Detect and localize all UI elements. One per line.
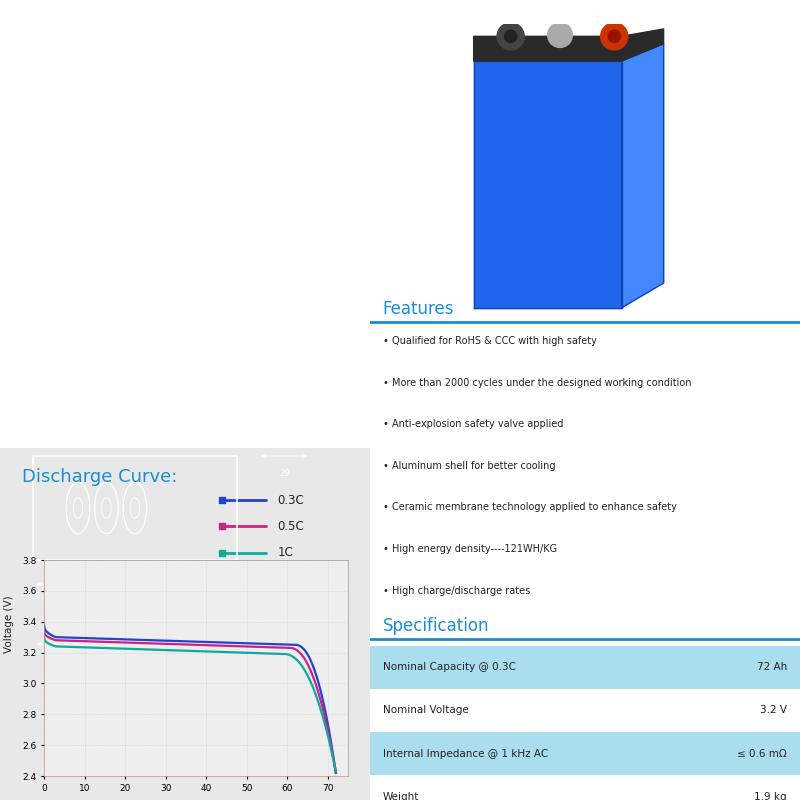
- Text: • Anti-explosion safety valve applied: • Anti-explosion safety valve applied: [382, 419, 563, 429]
- Bar: [0, 448, 370, 800]
- Text: Weight: Weight: [382, 792, 419, 800]
- Polygon shape: [474, 29, 664, 61]
- Text: Specification: Specification: [382, 618, 489, 635]
- Text: 34.65: 34.65: [117, 621, 137, 626]
- Text: 1.9 kg: 1.9 kg: [754, 792, 787, 800]
- Text: Internal Impedance @ 1 kHz AC: Internal Impedance @ 1 kHz AC: [382, 749, 548, 758]
- Bar: [370, 646, 800, 689]
- Text: 32.85: 32.85: [74, 621, 94, 626]
- Text: ≤ 0.6 mΩ: ≤ 0.6 mΩ: [738, 749, 787, 758]
- Text: Features: Features: [382, 300, 454, 318]
- Text: Voltage (V): Voltage (V): [4, 595, 14, 653]
- Text: • High charge/discharge rates: • High charge/discharge rates: [382, 586, 530, 595]
- Circle shape: [601, 22, 628, 50]
- Text: Discharge Curve:: Discharge Curve:: [22, 468, 178, 486]
- Circle shape: [505, 30, 517, 42]
- Text: • More than 2000 cycles under the designed working condition: • More than 2000 cycles under the design…: [382, 378, 691, 388]
- Circle shape: [497, 22, 524, 50]
- Text: 0.5C: 0.5C: [278, 520, 304, 533]
- Text: 216.8±0.5: 216.8±0.5: [255, 240, 264, 280]
- Text: 72 Ah: 72 Ah: [757, 662, 787, 672]
- Circle shape: [608, 30, 621, 42]
- Text: 29: 29: [279, 469, 290, 478]
- Bar: [370, 775, 800, 800]
- Text: • High energy density----121WH/KG: • High energy density----121WH/KG: [382, 544, 557, 554]
- Text: Nominal Voltage: Nominal Voltage: [382, 706, 468, 715]
- Text: 0.3C: 0.3C: [278, 494, 304, 506]
- Text: • Qualified for RoHS & CCC with high safety: • Qualified for RoHS & CCC with high saf…: [382, 336, 596, 346]
- Text: 3.2 V: 3.2 V: [760, 706, 787, 715]
- Text: 67.5±0.2: 67.5±0.2: [115, 597, 154, 606]
- Text: 222±1: 222±1: [282, 239, 292, 265]
- Polygon shape: [622, 44, 664, 308]
- Text: 1C: 1C: [278, 546, 293, 559]
- Text: • Aluminum shell for better cooling: • Aluminum shell for better cooling: [382, 461, 555, 470]
- Bar: [370, 732, 800, 775]
- Circle shape: [548, 22, 572, 47]
- Polygon shape: [474, 61, 622, 308]
- Text: Nominal Capacity @ 0.3C: Nominal Capacity @ 0.3C: [382, 662, 515, 672]
- Text: • Ceramic membrane technology applied to enhance safety: • Ceramic membrane technology applied to…: [382, 502, 676, 513]
- Text: 135.0±1: 135.0±1: [117, 657, 153, 666]
- Bar: [370, 689, 800, 732]
